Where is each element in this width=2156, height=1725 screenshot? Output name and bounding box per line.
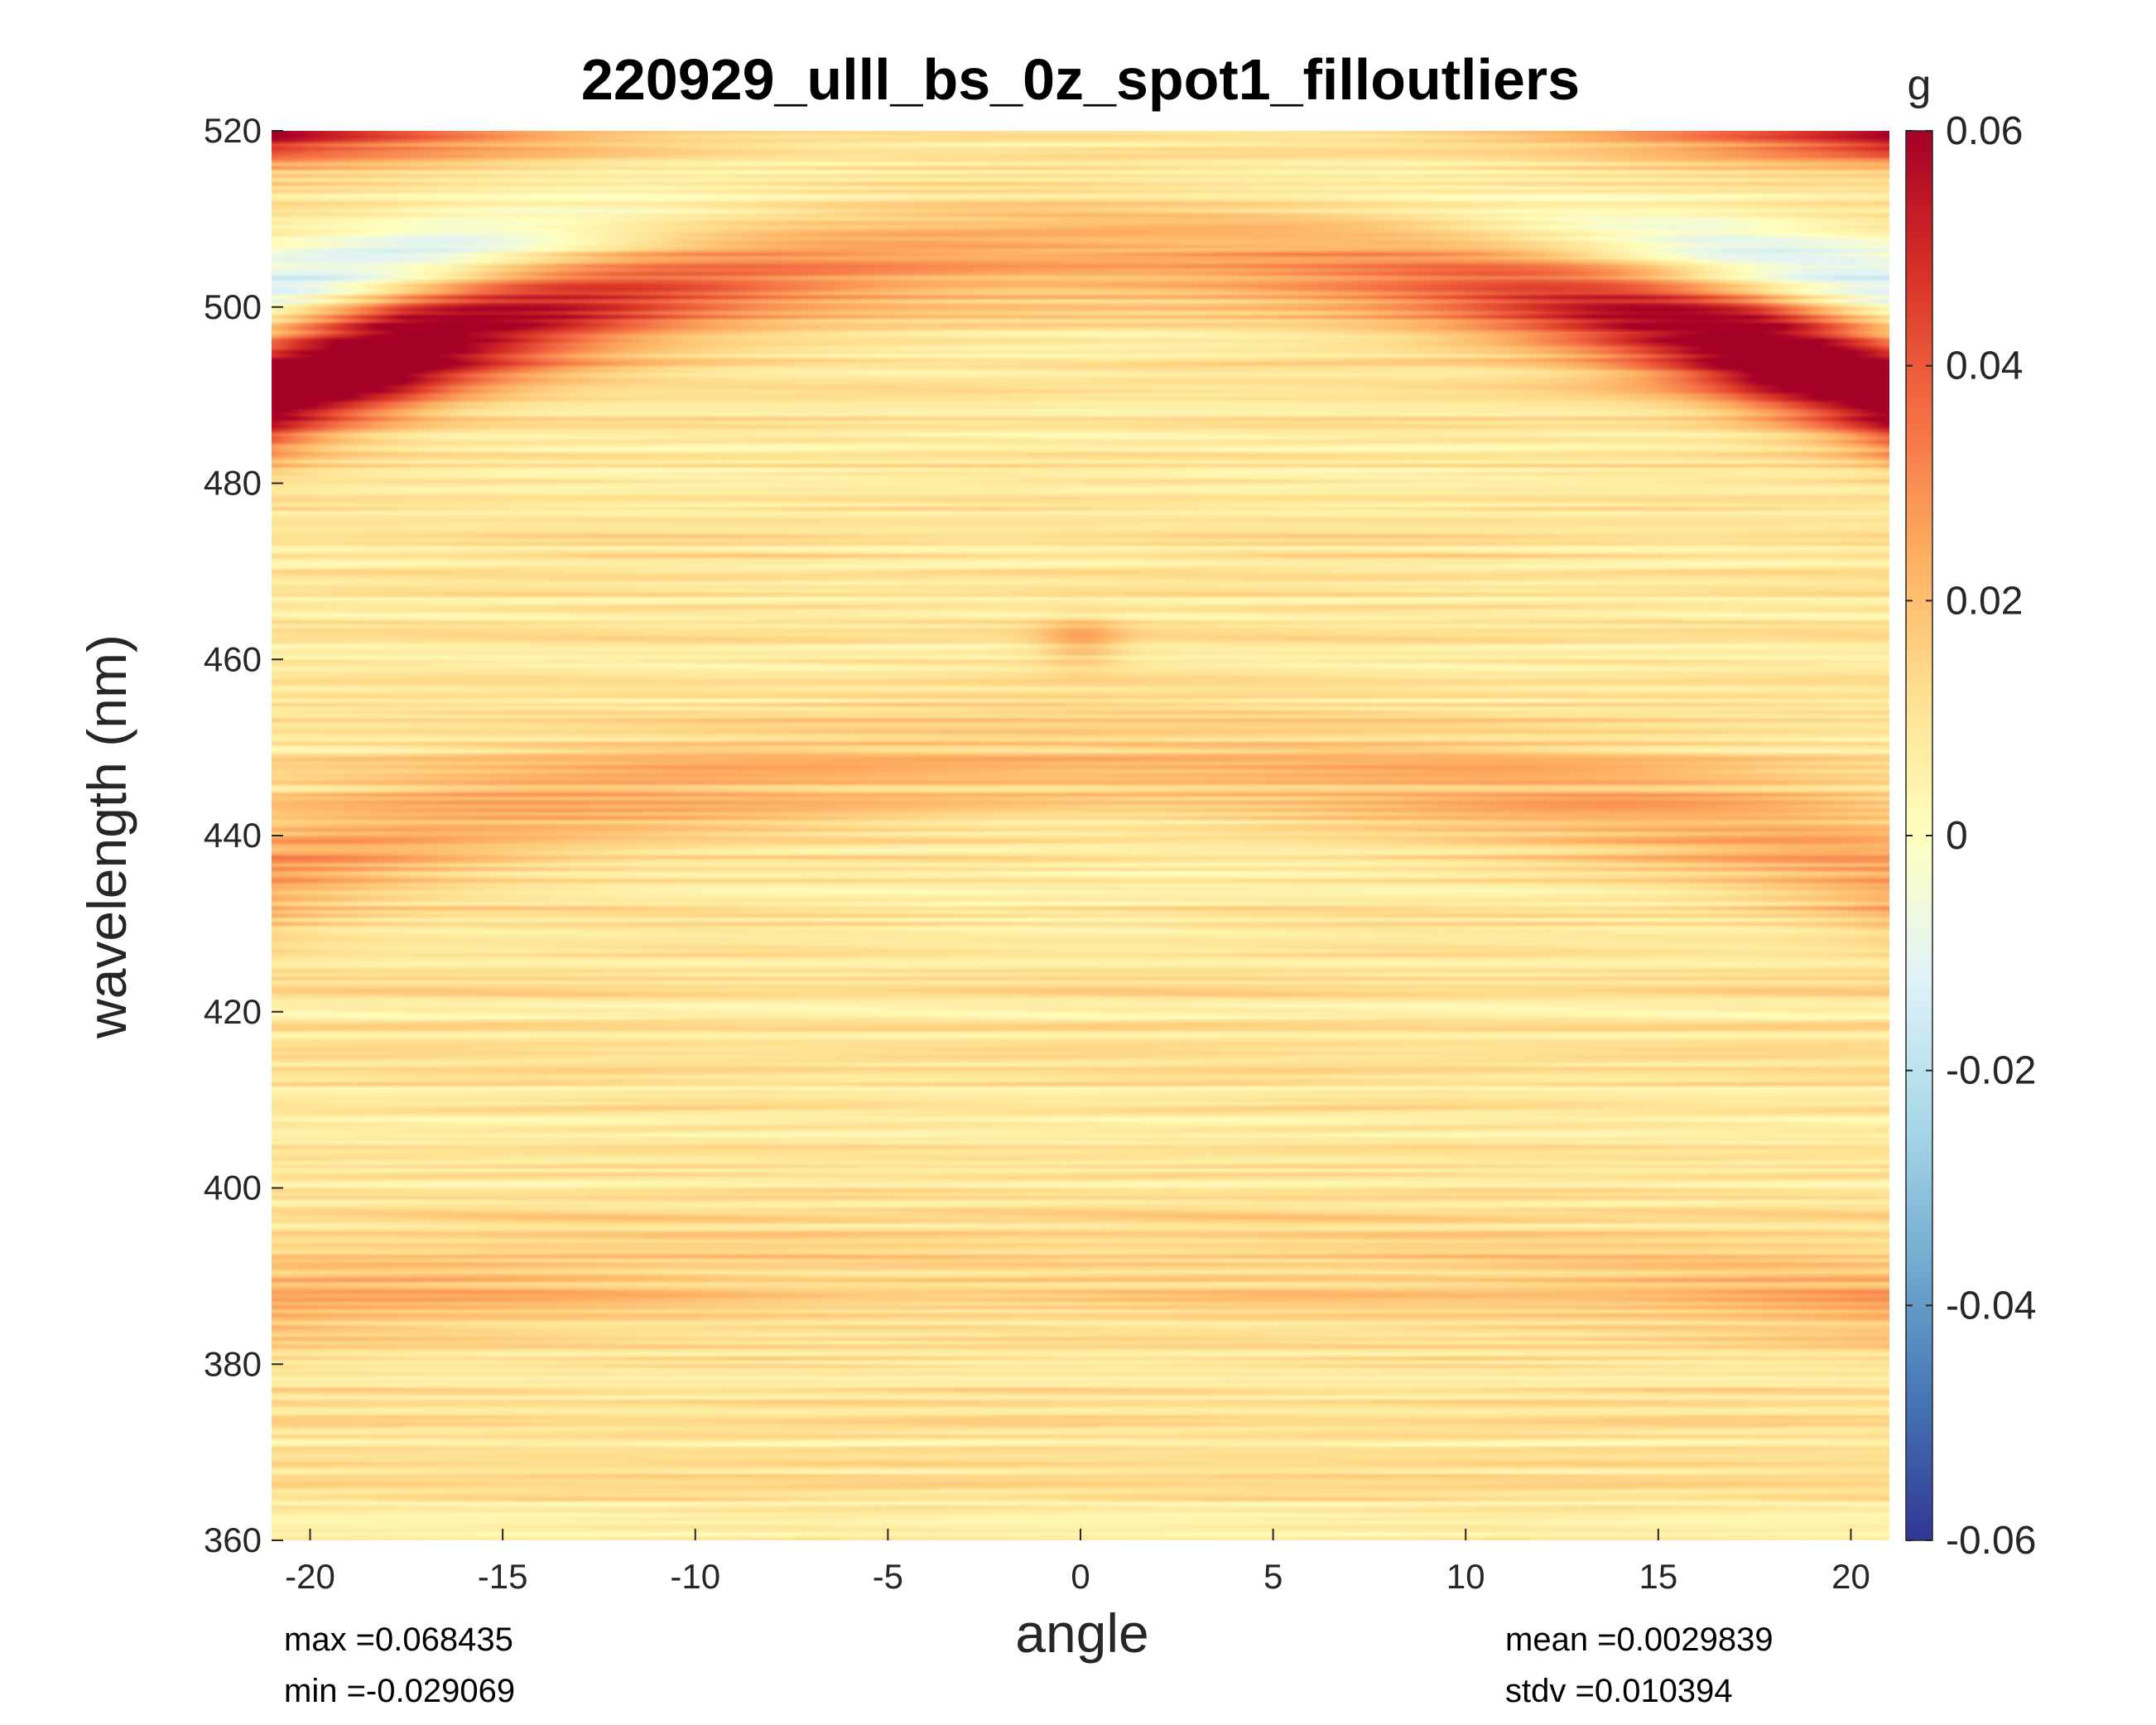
colorbar-tick-label: 0.04: [1946, 345, 2023, 388]
colorbar: -0.06 -0.04 -0.02 0 0.02 0.04 0.06: [1905, 109, 2036, 1563]
y-tick-label: 460: [204, 639, 262, 678]
heatmap-image: [272, 131, 1889, 1540]
y-axis: 360 380 400 420 440 460 480 500 520: [204, 111, 283, 1559]
x-tick-label: -10: [670, 1557, 720, 1596]
y-tick-label: 400: [204, 1168, 262, 1207]
x-axis: -20 -15 -10 -5 0 5 10 15 20: [285, 1529, 1870, 1596]
y-tick-label: 480: [204, 464, 262, 503]
colorbar-tick-label: 0.02: [1946, 579, 2023, 623]
y-tick-label: 440: [204, 816, 262, 855]
x-tick-label: -15: [478, 1557, 528, 1596]
stat-min: min =-0.029069: [284, 1673, 516, 1709]
stat-stdv: stdv =0.010394: [1505, 1673, 1733, 1709]
stat-max: max =0.068435: [284, 1621, 513, 1658]
chart-title: 220929_ulll_bs_0z_spot1_filloutliers: [581, 47, 1580, 112]
x-tick-label: 0: [1071, 1557, 1090, 1596]
y-tick-label: 380: [204, 1344, 262, 1383]
colorbar-label: g: [1908, 61, 1932, 109]
y-tick-label: 420: [204, 992, 262, 1031]
y-tick-label: 500: [204, 287, 262, 326]
colorbar-tick-label: -0.02: [1946, 1049, 2036, 1093]
colorbar-tick-label: -0.06: [1946, 1519, 2036, 1563]
y-tick-label: 360: [204, 1520, 262, 1559]
colorbar-tick-label: -0.04: [1946, 1284, 2036, 1327]
x-tick-label: 10: [1446, 1557, 1485, 1596]
colorbar-tick-label: 0: [1946, 814, 1968, 858]
x-tick-label: -20: [285, 1557, 335, 1596]
plot-area: [272, 131, 1889, 1540]
x-tick-label: 15: [1639, 1557, 1677, 1596]
stat-mean: mean =0.0029839: [1505, 1621, 1773, 1658]
colorbar-tick-label: 0.06: [1946, 109, 2023, 153]
x-tick-label: -5: [873, 1557, 903, 1596]
x-axis-label: angle: [1015, 1602, 1149, 1664]
y-tick-label: 520: [204, 111, 262, 150]
x-tick-label: 20: [1831, 1557, 1870, 1596]
y-axis-label: wavelength (nm): [76, 634, 137, 1039]
x-tick-label: 5: [1263, 1557, 1283, 1596]
